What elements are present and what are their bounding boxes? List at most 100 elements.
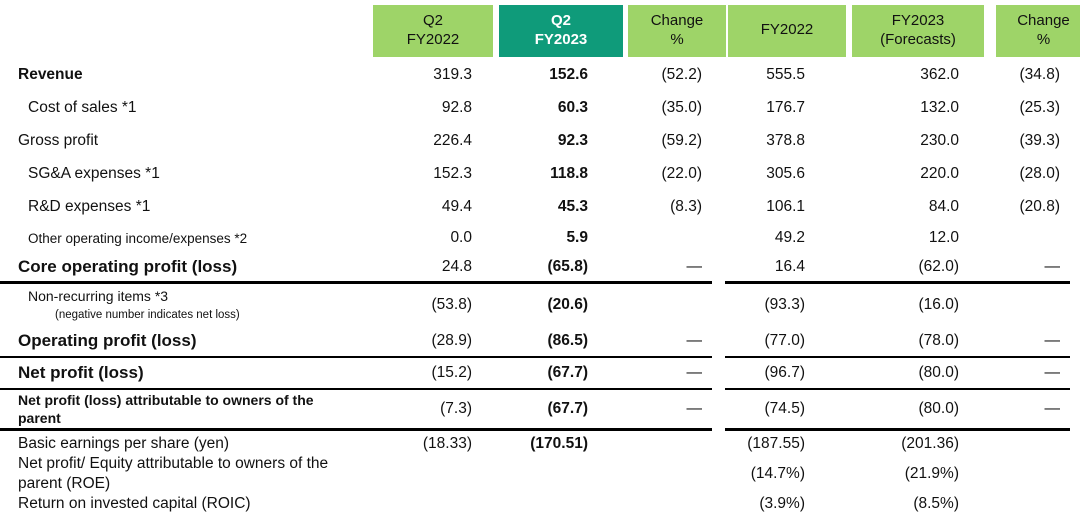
value-cell: —: [1044, 400, 1061, 417]
table-row: Basic earnings per share (yen) (18.33) (17…: [0, 431, 1080, 456]
value-cell: (20.6): [547, 296, 589, 313]
value-cell: (21.9%): [904, 464, 959, 482]
row-label: Core operating profit (loss): [0, 257, 370, 277]
column-header: Q2 FY2022: [373, 4, 493, 57]
value-cell: (65.8): [547, 258, 589, 275]
table-row: Gross profit 226.4 92.3 (59.2) 378.8 230.0 (39…: [0, 124, 1080, 157]
value-cell: (8.5%): [913, 495, 959, 512]
value-cell: 92.3: [557, 131, 588, 149]
row-label: Net profit (loss) attributable to owners…: [0, 391, 370, 427]
value-cell: (78.0): [918, 332, 960, 349]
value-cell: 16.4: [774, 258, 805, 275]
table-row: SG&A expenses *1 152.3 118.8 (22.0) 305.6 220…: [0, 157, 1080, 190]
value-cell: (18.33): [422, 434, 472, 452]
value-cell: 106.1: [766, 197, 805, 215]
value-cell: (15.2): [431, 364, 473, 381]
value-cell: 176.7: [766, 98, 805, 116]
value-cell: 152.6: [549, 65, 588, 83]
row-label-text: Revenue: [18, 65, 83, 83]
row-label: Gross profit: [0, 132, 370, 150]
value-cell: —: [686, 400, 703, 417]
value-cell: —: [686, 332, 703, 349]
value-cell: 305.6: [766, 164, 805, 182]
row-label-text: Operating profit (loss): [18, 331, 197, 350]
row-label: Non-recurring items *3 (negative number i…: [0, 286, 370, 324]
value-cell: (201.36): [901, 434, 959, 452]
value-cell: —: [1044, 332, 1061, 349]
table-row: Return on invested capital (ROIC) (3.9%) (…: [0, 491, 1080, 517]
row-label-text: Non-recurring items *3: [28, 287, 169, 304]
value-cell: (53.8): [431, 296, 473, 313]
value-cell: 319.3: [433, 65, 472, 83]
column-header: Q2 FY2023: [499, 4, 623, 57]
value-cell: —: [686, 258, 703, 275]
value-cell: 362.0: [920, 65, 959, 83]
row-label: Revenue: [0, 66, 370, 84]
value-cell: (187.55): [747, 434, 805, 452]
row-label-text: SG&A expenses *1: [28, 164, 160, 182]
value-cell: 92.8: [441, 98, 472, 116]
value-cell: 45.3: [557, 197, 588, 215]
value-cell: (62.0): [918, 258, 960, 275]
value-cell: —: [686, 364, 703, 381]
value-cell: (35.0): [661, 98, 703, 116]
row-label-text: Other operating income/expenses *2: [28, 230, 248, 246]
value-cell: —: [1044, 364, 1061, 381]
table-row: Net profit (loss) (15.2) (67.7) — (96.7) (80.…: [0, 358, 1080, 390]
row-label: Net profit (loss): [0, 363, 370, 383]
table-row: Core operating profit (loss) 24.8 (65.8) — 1…: [0, 253, 1080, 284]
value-cell: (16.0): [918, 296, 960, 313]
value-cell: (28.9): [431, 332, 473, 349]
value-cell: 0.0: [450, 229, 472, 246]
value-cell: 49.4: [441, 197, 472, 215]
table-row: Non-recurring items *3 (negative number i…: [0, 284, 1080, 326]
value-cell: (7.3): [440, 400, 472, 417]
row-label: Cost of sales *1: [0, 99, 370, 117]
value-cell: 118.8: [550, 164, 588, 182]
row-label-text: Core operating profit (loss): [18, 257, 238, 276]
row-label: Operating profit (loss): [0, 331, 370, 351]
row-label: Return on invested capital (ROIC): [0, 495, 370, 513]
value-cell: (59.2): [661, 131, 703, 149]
value-cell: 84.0: [928, 197, 959, 215]
row-label-note: (negative number indicates net loss): [55, 308, 240, 321]
value-cell: (28.0): [1019, 164, 1061, 182]
value-cell: (77.0): [764, 332, 806, 349]
row-label: Net profit/ Equity attributable to owner…: [0, 454, 370, 493]
table-row: Other operating income/expenses *2 0.0 5.9…: [0, 223, 1080, 253]
value-cell: (8.3): [670, 197, 702, 215]
table-row: Net profit/ Equity attributable to owner…: [0, 454, 1080, 493]
row-label-text: Return on invested capital (ROIC): [18, 495, 251, 512]
value-cell: (14.7%): [750, 464, 805, 482]
value-cell: (52.2): [661, 65, 703, 83]
value-cell: (86.5): [547, 332, 589, 349]
table-row: Revenue 319.3 152.6 (52.2) 555.5 362.0 (34.8): [0, 58, 1080, 91]
row-label-text: Basic earnings per share (yen): [18, 434, 230, 452]
header-spacer: [0, 5, 370, 57]
value-cell: 132.0: [920, 98, 959, 116]
value-cell: 12.0: [928, 229, 959, 246]
value-cell: (67.7): [547, 364, 589, 381]
value-cell: 60.3: [557, 98, 588, 116]
value-cell: 220.0: [920, 164, 959, 182]
row-label: Other operating income/expenses *2: [0, 231, 370, 246]
value-cell: (22.0): [661, 164, 703, 182]
table-row: Operating profit (loss) (28.9) (86.5) — (77.…: [0, 326, 1080, 358]
row-label: SG&A expenses *1: [0, 165, 370, 183]
row-label-text: R&D expenses *1: [28, 197, 151, 215]
value-cell: (74.5): [764, 400, 806, 417]
value-cell: 226.4: [433, 131, 472, 149]
row-label: R&D expenses *1: [0, 198, 370, 216]
column-header: Change %: [996, 4, 1080, 57]
value-cell: 5.9: [566, 229, 588, 246]
column-header: FY2023 (Forecasts): [852, 4, 984, 57]
value-cell: (80.0): [918, 364, 960, 381]
value-cell: —: [1044, 258, 1061, 275]
row-label-text: Gross profit: [18, 131, 99, 149]
value-cell: (34.8): [1019, 65, 1061, 83]
value-cell: (170.51): [530, 434, 588, 452]
value-cell: (3.9%): [759, 495, 805, 512]
row-label-text: Net profit/ Equity attributable to owner…: [18, 455, 329, 492]
value-cell: 378.8: [766, 131, 805, 149]
